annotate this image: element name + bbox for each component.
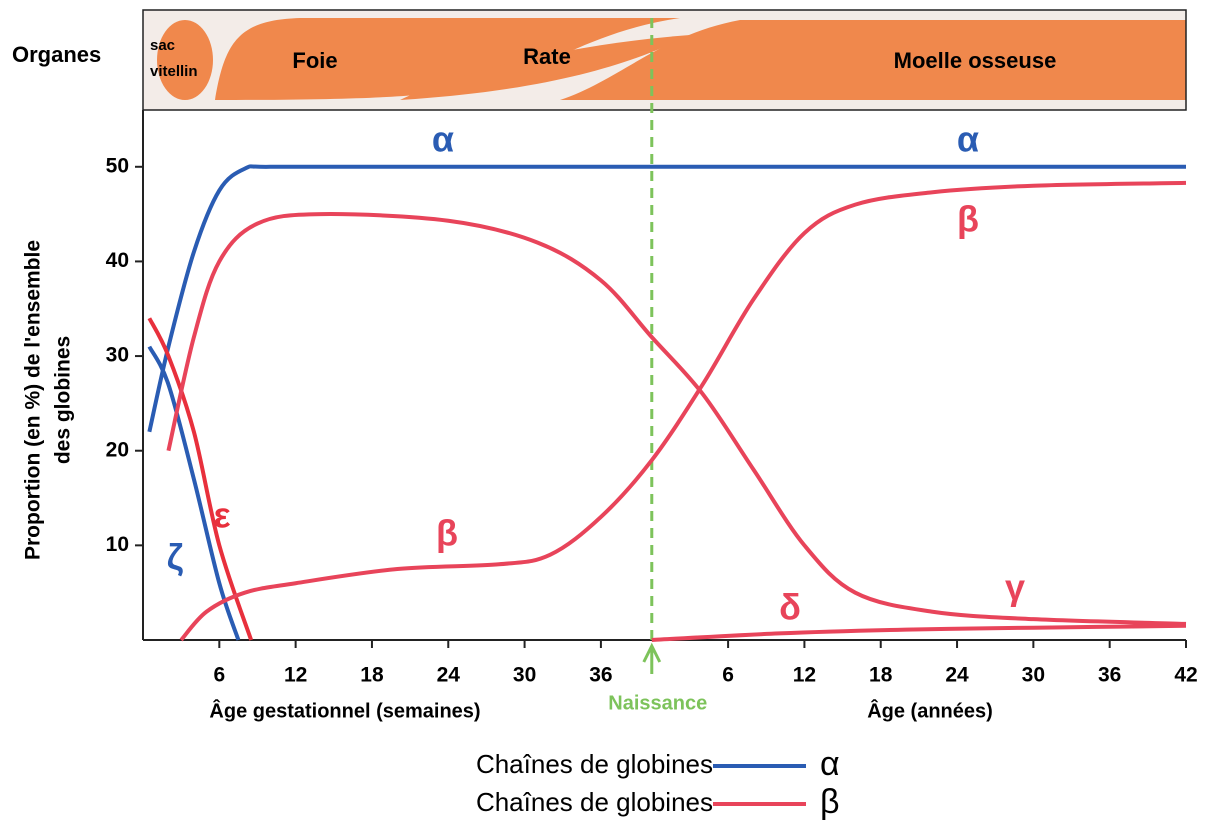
- y-tick-label: 10: [106, 533, 129, 556]
- legend-label: Chaînes de globines: [476, 749, 713, 779]
- curve-label: ζ: [167, 537, 184, 578]
- curve-label: δ: [779, 587, 801, 628]
- x-tick-label: 42: [1174, 664, 1197, 687]
- series-line: [181, 183, 1186, 640]
- organ-label: Moelle osseuse: [894, 48, 1057, 73]
- curve-label: γ: [1005, 567, 1025, 608]
- y-tick-label: 40: [106, 249, 129, 272]
- birth-arrow: [644, 646, 660, 674]
- x-tick-label: 24: [437, 664, 461, 687]
- organ-label: Rate: [523, 44, 571, 69]
- x-axis-label: Âge (années): [867, 698, 993, 722]
- series-line: [652, 626, 1186, 640]
- y-tick-label: 30: [106, 344, 129, 367]
- organ-label: Foie: [292, 48, 337, 73]
- x-tick-label: 12: [284, 664, 307, 687]
- x-tick-label: 18: [869, 664, 893, 687]
- organ-label: vitellin: [150, 63, 198, 80]
- x-tick-label: 24: [945, 664, 969, 687]
- x-tick-label: 6: [213, 664, 225, 687]
- x-tick-label: 36: [589, 664, 612, 687]
- x-tick-label: 30: [513, 664, 536, 687]
- chart: Organes sac vitellin Foie Rate Moelle os…: [0, 0, 1213, 830]
- organ-title: Organes: [12, 42, 101, 67]
- legend-symbol: α: [820, 745, 840, 783]
- legend-symbol: β: [820, 783, 840, 821]
- x-tick-label: 12: [793, 664, 816, 687]
- curve-label: α: [432, 119, 454, 160]
- y-tick-label: 50: [106, 154, 129, 177]
- x-tick-label: 6: [722, 664, 734, 687]
- organ-band: Organes sac vitellin Foie Rate Moelle os…: [12, 10, 1186, 110]
- birth-label: Naissance: [608, 692, 707, 714]
- organ-label: sac: [150, 37, 175, 54]
- y-tick-label: 20: [106, 438, 129, 461]
- organ-shape: [157, 20, 213, 100]
- curve-label: α: [957, 119, 979, 160]
- x-axis-label: Âge gestationnel (semaines): [209, 698, 480, 722]
- series-line: [168, 214, 1186, 624]
- curve-label: β: [957, 199, 979, 240]
- series-line: [149, 347, 238, 640]
- x-tick-label: 18: [360, 664, 384, 687]
- x-tick-label: 36: [1098, 664, 1121, 687]
- curve-label: β: [436, 513, 458, 554]
- legend-label: Chaînes de globines: [476, 787, 713, 817]
- curve-label: ε: [213, 495, 230, 536]
- y-axis-label: Proportion (en %) de l'ensemble: [22, 240, 45, 560]
- x-tick-label: 30: [1022, 664, 1045, 687]
- y-axis-label: des globines: [52, 336, 75, 464]
- series-line: [149, 166, 1186, 431]
